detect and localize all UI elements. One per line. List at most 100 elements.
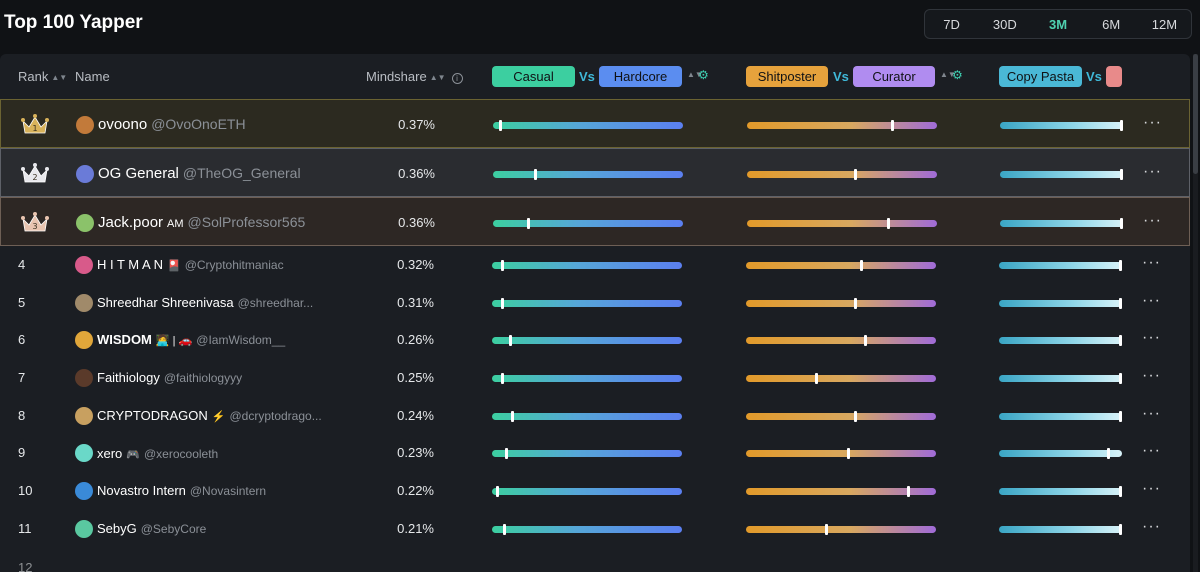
copy-pasta-pill[interactable]: Copy Pasta	[999, 66, 1082, 87]
copy-pasta-bar	[1000, 168, 1123, 180]
info-icon[interactable]: i	[451, 73, 463, 84]
table-row[interactable]: 11 SebyG @SebyCore 0.21% ···	[0, 510, 1190, 548]
scrollbar[interactable]	[1193, 54, 1198, 572]
more-options-icon[interactable]: ···	[1142, 442, 1161, 460]
user-handle[interactable]: @OvoOnoETH	[151, 115, 246, 132]
shitposter-pill[interactable]: Shitposter	[746, 66, 828, 87]
user-handle[interactable]: @SolProfessor565	[187, 213, 306, 230]
sort-icon[interactable]: ▲▼	[940, 70, 956, 79]
table-row[interactable]: 10 Novastro Intern @Novasintern 0.22% ···	[0, 472, 1190, 510]
user-handle[interactable]: @TheOG_General	[182, 164, 301, 181]
rank-header[interactable]: Rank ▲▼	[18, 69, 67, 84]
avatar[interactable]	[75, 255, 93, 274]
more-options-icon[interactable]: ···	[1142, 291, 1161, 309]
user-handle[interactable]: @dcryptodrago...	[229, 408, 322, 423]
user-name-cell[interactable]: Jack.poor AM @SolProfessor565	[98, 214, 305, 231]
user-name[interactable]: WISDOM	[97, 332, 152, 348]
user-name[interactable]: OG General	[98, 164, 179, 182]
hardcore-pill[interactable]: Hardcore	[599, 66, 682, 87]
vs-label: Vs	[833, 69, 849, 84]
user-name-cell[interactable]: CRYPTODRAGON ⚡ @dcryptodrago...	[97, 408, 322, 423]
user-name[interactable]: Novastro Intern	[97, 483, 186, 499]
user-name[interactable]: ovoono	[98, 115, 148, 133]
avatar[interactable]	[76, 115, 94, 134]
user-name[interactable]: Faithiology	[97, 370, 160, 386]
scrollbar-thumb[interactable]	[1193, 54, 1198, 174]
period-tab-3m[interactable]: 3M	[1048, 16, 1068, 32]
avatar[interactable]	[76, 164, 94, 183]
more-options-icon[interactable]: ···	[1142, 404, 1161, 422]
user-name-cell[interactable]: xero 🎮 @xerocooleth	[97, 446, 218, 461]
user-handle[interactable]: @Novasintern	[189, 484, 267, 499]
avatar[interactable]	[75, 482, 93, 501]
table-row[interactable]: 1 ovoono @OvoOnoETH 0.37% ···	[0, 99, 1190, 148]
user-name-cell[interactable]: H I T M A N 🎴 @Cryptohitmaniac	[97, 257, 284, 272]
casual-hardcore-marker	[527, 217, 530, 229]
more-options-icon[interactable]: ···	[1143, 162, 1162, 180]
period-tab-7d[interactable]: 7D	[943, 16, 960, 32]
table-row[interactable]: 7 Faithiology @faithiologyyy 0.25% ···	[0, 359, 1190, 397]
mindshare-header[interactable]: Mindshare ▲▼ i	[366, 69, 463, 84]
user-name-cell[interactable]: ovoono @OvoOnoETH	[98, 116, 246, 133]
user-name[interactable]: H I T M A N	[97, 257, 163, 273]
avatar[interactable]	[75, 406, 93, 425]
period-tab-6m[interactable]: 6M	[1102, 16, 1121, 32]
mindshare-value: 0.21%	[397, 520, 434, 536]
sort-icon[interactable]: ▲▼	[51, 73, 68, 82]
more-options-icon[interactable]: ···	[1143, 211, 1162, 229]
user-name-cell[interactable]: SebyG @SebyCore	[97, 521, 206, 536]
table-row[interactable]: 8 CRYPTODRAGON ⚡ @dcryptodrago... 0.24% ··…	[0, 397, 1190, 435]
next-category-pill[interactable]	[1106, 66, 1122, 87]
user-name[interactable]: CRYPTODRAGON	[97, 407, 208, 423]
shitposter-curator-marker	[854, 168, 857, 180]
period-tab-30d[interactable]: 30D	[992, 16, 1017, 32]
more-options-icon[interactable]: ···	[1142, 366, 1161, 384]
more-options-icon[interactable]: ···	[1142, 517, 1161, 535]
table-row[interactable]: 2 OG General @TheOG_General 0.36% ···	[0, 148, 1190, 197]
avatar[interactable]	[75, 519, 93, 538]
user-handle[interactable]: @xerocooleth	[144, 446, 219, 461]
gear-icon[interactable]: ⚙	[698, 68, 709, 82]
copy-pasta-marker	[1119, 335, 1122, 347]
avatar[interactable]	[75, 331, 93, 350]
user-name-cell[interactable]: Faithiology @faithiologyyy	[97, 370, 242, 385]
user-name[interactable]: SebyG	[97, 520, 137, 536]
rank-number: 11	[18, 520, 32, 536]
user-handle[interactable]: @shreedhar...	[237, 295, 314, 310]
casual-pill[interactable]: Casual	[492, 66, 575, 87]
table-row[interactable]: 9 xero 🎮 @xerocooleth 0.23% ···	[0, 435, 1190, 473]
more-options-icon[interactable]: ···	[1142, 253, 1161, 271]
table-row[interactable]: 6 WISDOM 🧑‍💻 | 🚗 @IamWisdom__ 0.26% ···	[0, 321, 1190, 359]
sort-icon[interactable]: ▲▼	[687, 70, 703, 79]
sort-icon[interactable]: ▲▼	[429, 73, 446, 82]
user-handle[interactable]: @SebyCore	[140, 521, 207, 536]
more-options-icon[interactable]: ···	[1142, 329, 1161, 347]
user-name[interactable]: Jack.poor	[98, 213, 164, 231]
avatar[interactable]	[75, 444, 93, 463]
user-name-cell[interactable]: OG General @TheOG_General	[98, 165, 301, 182]
shitposter-curator-marker	[864, 335, 867, 347]
table-row[interactable]: 3 Jack.poor AM @SolProfessor565 0.36% ···	[0, 197, 1190, 246]
user-name-cell[interactable]: Shreedhar Shreenivasa @shreedhar...	[97, 295, 313, 310]
user-handle[interactable]: @IamWisdom__	[196, 333, 286, 348]
avatar[interactable]	[75, 293, 93, 312]
period-tab-12m[interactable]: 12M	[1151, 16, 1178, 32]
user-name[interactable]: Shreedhar Shreenivasa	[97, 294, 234, 310]
shitposter-curator-bar	[746, 297, 936, 309]
curator-pill[interactable]: Curator	[853, 66, 935, 87]
avatar[interactable]	[75, 368, 93, 387]
leaderboard-table: Rank ▲▼ Name Mindshare ▲▼ i Casual Vs Hardc…	[0, 54, 1190, 572]
casual-hardcore-marker	[501, 297, 504, 309]
avatar[interactable]	[76, 213, 94, 232]
more-options-icon[interactable]: ···	[1143, 113, 1162, 131]
gear-icon[interactable]: ⚙	[952, 68, 963, 82]
user-name-cell[interactable]: Novastro Intern @Novasintern	[97, 483, 266, 498]
user-name[interactable]: xero	[97, 445, 123, 461]
table-row[interactable]: 5 Shreedhar Shreenivasa @shreedhar... 0.3…	[0, 284, 1190, 322]
user-handle[interactable]: @Cryptohitmaniac	[184, 258, 284, 273]
rank-number: 2	[32, 173, 37, 182]
user-name-cell[interactable]: WISDOM 🧑‍💻 | 🚗 @IamWisdom__	[97, 332, 285, 347]
more-options-icon[interactable]: ···	[1142, 480, 1161, 498]
table-row[interactable]: 4 H I T M A N 🎴 @Cryptohitmaniac 0.32% ···	[0, 246, 1190, 284]
user-handle[interactable]: @faithiologyyy	[163, 371, 243, 386]
